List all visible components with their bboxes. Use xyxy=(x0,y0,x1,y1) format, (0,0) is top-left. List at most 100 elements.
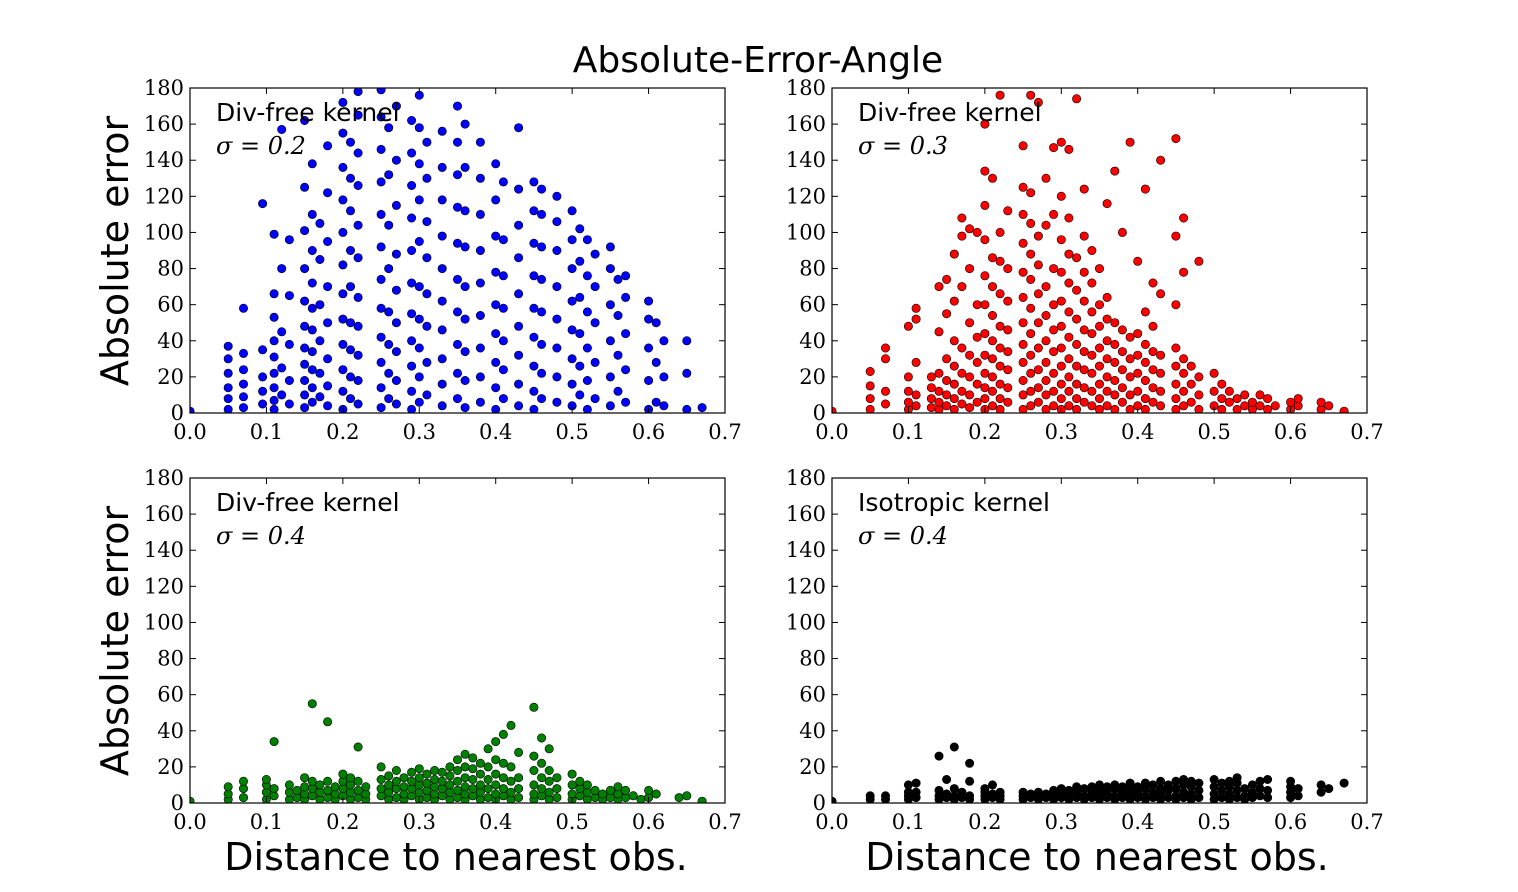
data-point xyxy=(1064,213,1074,223)
data-point xyxy=(414,764,424,774)
data-point xyxy=(1125,354,1135,364)
data-point xyxy=(300,296,310,306)
data-point xyxy=(1064,307,1074,317)
data-point xyxy=(582,343,592,353)
y-tick-label: 120 xyxy=(144,574,184,598)
data-point xyxy=(384,264,394,274)
data-point xyxy=(384,394,394,404)
data-point xyxy=(1018,357,1028,367)
data-point xyxy=(537,242,547,252)
x-tick-label: 0.2 xyxy=(968,420,1001,444)
data-point xyxy=(1079,383,1089,393)
data-point xyxy=(1194,404,1204,413)
data-point xyxy=(514,253,524,263)
data-point xyxy=(422,321,432,331)
data-point xyxy=(391,101,401,111)
data-point xyxy=(506,720,516,730)
data-point xyxy=(582,780,592,790)
data-point xyxy=(1224,776,1234,786)
data-point xyxy=(1095,264,1105,274)
data-point xyxy=(575,361,585,371)
data-point xyxy=(239,365,249,375)
data-point xyxy=(537,209,547,219)
data-point xyxy=(537,773,547,783)
data-point xyxy=(475,173,485,183)
data-point xyxy=(376,784,386,794)
data-point xyxy=(926,394,936,404)
data-point xyxy=(460,749,470,759)
data-point xyxy=(422,769,432,779)
data-point xyxy=(284,235,294,245)
data-point xyxy=(1171,776,1181,786)
y-tick-label: 80 xyxy=(157,647,184,671)
data-point xyxy=(1293,784,1303,794)
data-point xyxy=(613,274,623,284)
data-point xyxy=(697,796,707,803)
x-tick-label: 0.3 xyxy=(403,420,436,444)
data-point xyxy=(537,368,547,378)
data-point xyxy=(1148,365,1158,375)
data-point xyxy=(1125,332,1135,342)
data-point xyxy=(1263,404,1273,413)
data-point xyxy=(605,336,615,346)
data-point xyxy=(498,365,508,375)
data-point xyxy=(1041,357,1051,367)
data-point xyxy=(1148,347,1158,357)
data-point xyxy=(483,774,493,784)
data-point xyxy=(452,765,462,775)
data-point xyxy=(491,357,501,367)
data-point xyxy=(284,291,294,301)
data-point xyxy=(1079,231,1089,241)
data-point xyxy=(491,755,501,765)
data-point xyxy=(407,361,417,371)
data-point xyxy=(284,339,294,349)
data-point xyxy=(926,403,936,413)
data-point xyxy=(307,699,317,709)
data-point xyxy=(972,300,982,310)
y-tick-label: 100 xyxy=(786,610,826,634)
data-point xyxy=(407,336,417,346)
data-point xyxy=(980,350,990,360)
data-point xyxy=(1110,318,1120,328)
data-point xyxy=(1087,350,1097,360)
data-point xyxy=(407,246,417,256)
data-point xyxy=(1148,397,1158,407)
data-point xyxy=(1194,372,1204,382)
data-point xyxy=(353,88,363,97)
data-point xyxy=(1026,274,1036,284)
data-point xyxy=(1056,267,1066,277)
data-point xyxy=(498,394,508,404)
data-point xyxy=(621,785,631,795)
data-point xyxy=(475,343,485,353)
data-point xyxy=(452,238,462,248)
data-point xyxy=(330,782,340,792)
data-point xyxy=(567,325,577,335)
data-point xyxy=(1064,354,1074,364)
data-point xyxy=(987,354,997,364)
data-point xyxy=(1293,394,1303,404)
data-point xyxy=(475,397,485,407)
data-point xyxy=(269,368,279,378)
data-point xyxy=(376,762,386,772)
data-point xyxy=(1102,292,1112,302)
data-point xyxy=(1072,379,1082,389)
data-point xyxy=(1064,785,1074,795)
data-point xyxy=(445,762,455,772)
data-point xyxy=(942,789,952,799)
data-point xyxy=(1056,361,1066,371)
data-point xyxy=(529,238,539,248)
data-point xyxy=(323,776,333,786)
data-point xyxy=(1102,314,1112,324)
data-point xyxy=(987,173,997,183)
data-point xyxy=(567,264,577,274)
data-point xyxy=(498,271,508,281)
data-point xyxy=(437,776,447,786)
data-point xyxy=(491,300,501,310)
x-tick-label: 0.5 xyxy=(1197,810,1230,834)
data-point xyxy=(934,282,944,292)
data-point xyxy=(942,401,952,411)
data-point xyxy=(934,751,944,761)
data-point xyxy=(1286,776,1296,786)
data-point xyxy=(965,224,975,234)
y-tick-label: 160 xyxy=(144,112,184,136)
